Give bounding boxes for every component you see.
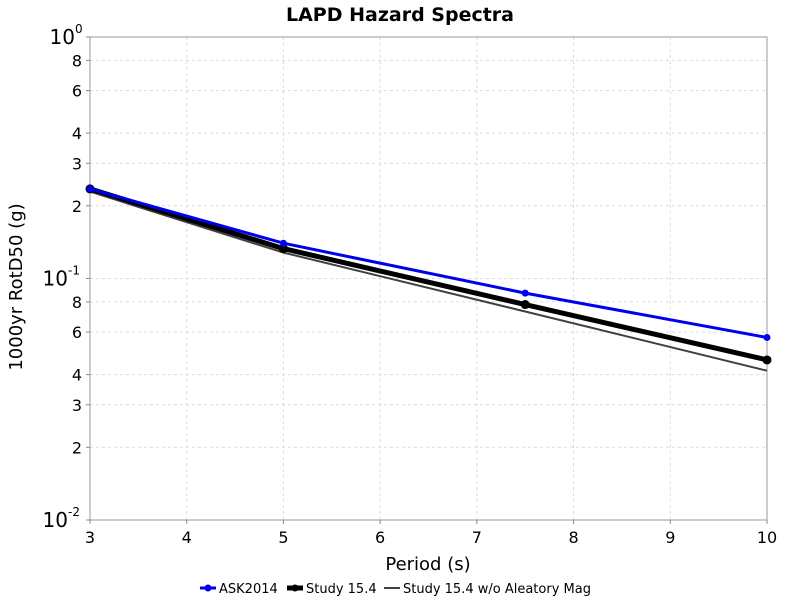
legend-item: Study 15.4 w/o Aleatory Mag bbox=[384, 582, 591, 597]
y-decade-tick-label: 10 0 bbox=[50, 22, 83, 49]
data-point bbox=[278, 244, 288, 254]
legend-item: ASK2014 bbox=[200, 582, 278, 597]
x-tick-label: 5 bbox=[278, 528, 288, 547]
legend-label: ASK2014 bbox=[219, 582, 278, 597]
series-0 bbox=[86, 185, 771, 341]
y-decade-tick-label: 10 -2 bbox=[43, 505, 80, 532]
data-point bbox=[762, 355, 772, 365]
y-tick-label: 2 bbox=[72, 197, 82, 216]
legend-swatch-marker bbox=[291, 584, 299, 592]
legend-swatch-marker bbox=[204, 584, 212, 592]
data-point bbox=[521, 289, 529, 297]
data-point bbox=[520, 300, 530, 310]
legend-item: Study 15.4 bbox=[287, 582, 377, 597]
legend-label: Study 15.4 bbox=[306, 582, 377, 597]
y-tick-label: 6 bbox=[72, 82, 82, 101]
x-tick-label: 10 bbox=[757, 528, 777, 547]
x-tick-label: 8 bbox=[568, 528, 578, 547]
y-axis-label: 1000yr RotD50 (g) bbox=[6, 203, 27, 370]
x-axis-label: Period (s) bbox=[385, 554, 470, 575]
y-tick-label: 3 bbox=[72, 154, 82, 173]
x-tick-label: 7 bbox=[472, 528, 482, 547]
y-decade-base: 10 bbox=[43, 508, 68, 532]
data-point bbox=[86, 185, 94, 193]
series-line bbox=[89, 190, 768, 372]
y-decade-exponent: -2 bbox=[68, 505, 80, 519]
y-tick-label: 8 bbox=[72, 293, 82, 312]
data-point bbox=[279, 239, 287, 247]
data-point bbox=[763, 333, 771, 341]
y-decade-tick-label: 10 -1 bbox=[43, 264, 80, 291]
legend-label: Study 15.4 w/o Aleatory Mag bbox=[403, 582, 591, 597]
y-tick-label: 4 bbox=[72, 124, 82, 143]
y-decade-exponent: 0 bbox=[75, 22, 83, 36]
y-decade-exponent: -1 bbox=[68, 264, 80, 278]
x-tick-label: 9 bbox=[665, 528, 675, 547]
series-layer bbox=[85, 184, 772, 372]
legend: ASK2014 Study 15.4 Study 15.4 w/o Aleatory… bbox=[200, 582, 591, 597]
y-tick-label: 4 bbox=[72, 366, 82, 385]
series-line bbox=[89, 186, 768, 363]
x-axis-ticks: 3 4 5 6 7 8 9 10 bbox=[85, 520, 777, 547]
y-tick-label: 2 bbox=[72, 438, 82, 457]
series-line bbox=[89, 187, 768, 339]
series-2 bbox=[89, 190, 768, 372]
chart-title: LAPD Hazard Spectra bbox=[286, 4, 514, 26]
x-tick-label: 6 bbox=[375, 528, 385, 547]
y-decade-base: 10 bbox=[43, 267, 68, 291]
x-tick-label: 4 bbox=[182, 528, 192, 547]
x-tick-label: 3 bbox=[85, 528, 95, 547]
y-decade-base: 10 bbox=[50, 25, 75, 49]
y-tick-label: 3 bbox=[72, 396, 82, 415]
y-tick-label: 6 bbox=[72, 323, 82, 342]
y-tick-label: 8 bbox=[72, 51, 82, 70]
